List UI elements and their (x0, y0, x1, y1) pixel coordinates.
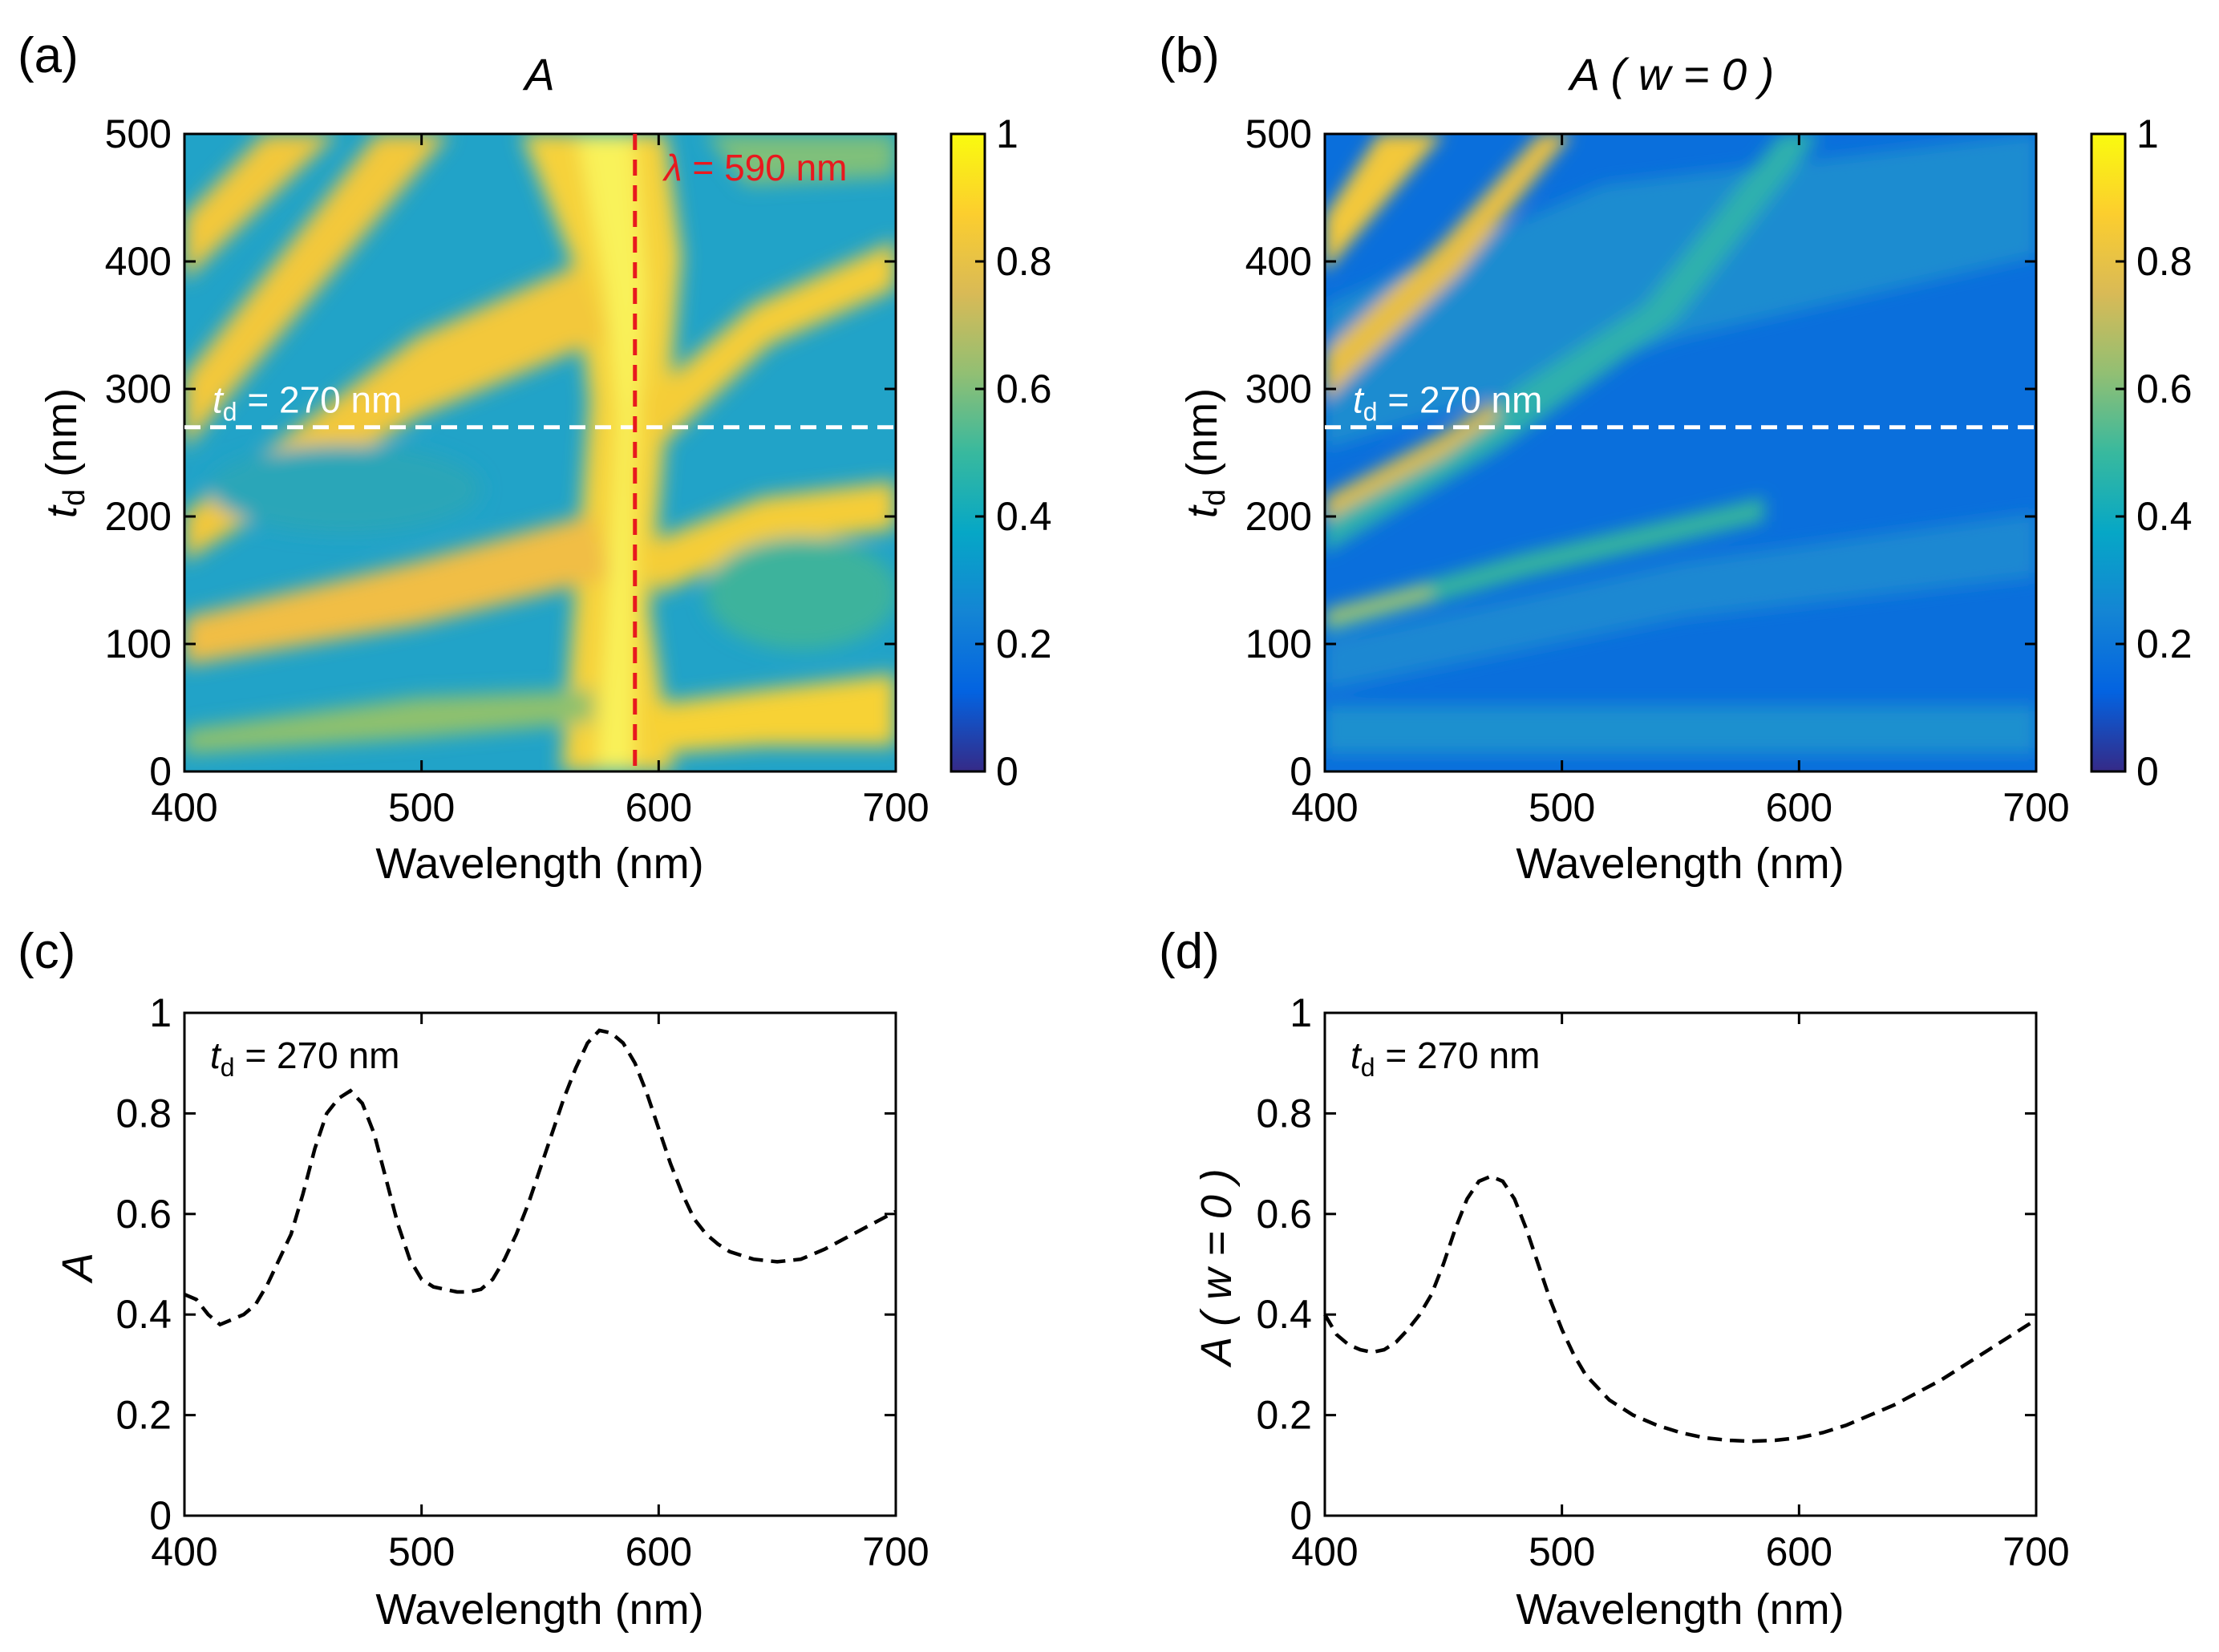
y-axis-b-label: td (nm) (1178, 388, 1232, 518)
x-axis-c-label: Wavelength (nm) (375, 1585, 703, 1634)
x-tick-label-a-700: 700 (862, 785, 929, 830)
y-axis-a-label-sub: d (58, 489, 91, 506)
panel-c-label: (c) (18, 924, 75, 979)
y-tick-label-c-0.8: 0.8 (115, 1091, 172, 1136)
heatmap-a-island-2 (209, 445, 481, 533)
colorbar-a-ticks: 0 0.2 0.4 0.6 0.8 1 (975, 111, 1052, 794)
x-tick-label-c-600: 600 (626, 1529, 692, 1574)
y-tick-label-c-1: 1 (149, 990, 172, 1035)
vline-a-label-rest: = 590 nm (682, 147, 848, 188)
colorbar-tick-label-b-0.8: 0.8 (2136, 239, 2193, 284)
plot-d-annotation-rest: = 270 nm (1375, 1035, 1541, 1076)
panel-c: (c) td = 270 nm 400 500 600 700 00.20.40.60… (18, 924, 929, 1634)
x-axis-a-label: Wavelength (nm) (375, 840, 703, 888)
vline-a-label: λ = 590 nm (662, 147, 848, 188)
colorbar-tick-label-b-0: 0 (2136, 749, 2159, 794)
colorbar-a: 0 0.2 0.4 0.6 0.8 1 (951, 111, 1052, 794)
colorbar-tick-label-a-0.6: 0.6 (996, 366, 1052, 411)
x-axis-d-label: Wavelength (nm) (1516, 1585, 1844, 1634)
x-tick-label-c-700: 700 (862, 1529, 929, 1574)
y-tick-label-d-0.6: 0.6 (1256, 1192, 1312, 1237)
panel-b-label: (b) (1159, 28, 1220, 83)
x-tick-label-d-500: 500 (1529, 1529, 1595, 1574)
plot-c-annotation-sub: d (221, 1053, 235, 1082)
heatmap-a-island-1 (706, 537, 898, 650)
y-axis-a-label: td (nm) (38, 388, 91, 518)
plot-c-annotation-rest: = 270 nm (235, 1035, 400, 1076)
hline-a-label-rest: = 270 nm (237, 379, 403, 421)
figure: (a) A (0, 0, 2219, 1652)
panel-b-title: A ( w = 0 ) (1568, 49, 1775, 99)
colorbar-b-ticks: 0 0.2 0.4 0.6 0.8 1 (2116, 111, 2193, 794)
x-tick-label-a-500: 500 (388, 785, 455, 830)
y-axis-d-label: A ( w = 0 ) (1193, 1168, 1241, 1368)
panel-a-label: (a) (18, 28, 79, 83)
y-tick-label-c-0.6: 0.6 (115, 1192, 172, 1237)
y-tick-label-d-1: 1 (1290, 990, 1312, 1035)
x-axis-b-label: Wavelength (nm) (1516, 840, 1844, 888)
y-tick-label-b-100: 100 (1245, 622, 1312, 666)
colorbar-tick-label-a-1: 1 (996, 111, 1018, 156)
y-tick-label-b-0: 0 (1290, 749, 1312, 794)
colorbar-tick-label-a-0.4: 0.4 (996, 494, 1052, 539)
x-tick-label-d-700: 700 (2002, 1529, 2069, 1574)
panel-b: (b) A ( w = 0 ) td = 270 nm 400 500 600 700… (1159, 28, 2193, 888)
hline-a-label-sub: d (223, 398, 237, 427)
colorbar-tick-label-b-1: 1 (2136, 111, 2159, 156)
heatmap-b-band-bottom (1325, 706, 2036, 754)
panel-a-title: A (522, 49, 554, 99)
y-tick-label-a-0: 0 (149, 749, 172, 794)
x-tick-label-a-600: 600 (626, 785, 692, 830)
hline-b-label-sub: d (1363, 398, 1378, 427)
y-tick-label-c-0: 0 (149, 1493, 172, 1538)
plot-d-annotation: td = 270 nm (1350, 1035, 1540, 1082)
colorbar-tick-label-a-0.2: 0.2 (996, 622, 1052, 666)
panel-d: (d) td = 270 nm 400 500 600 700 00.20.40.60… (1159, 924, 2070, 1634)
hline-a-label: td = 270 nm (213, 379, 402, 427)
x-tick-label-c-500: 500 (388, 1529, 455, 1574)
y-tick-label-d-0.8: 0.8 (1256, 1091, 1312, 1136)
y-tick-label-a-100: 100 (105, 622, 172, 666)
colorbar-tick-label-b-0.6: 0.6 (2136, 366, 2193, 411)
plot-c-frame (184, 1013, 896, 1516)
heatmap-a (184, 134, 898, 771)
heatmap-b (1325, 134, 2036, 771)
y-tick-label-a-300: 300 (105, 366, 172, 411)
plot-c-annotation: td = 270 nm (210, 1035, 399, 1082)
y-tick-label-d-0: 0 (1290, 1493, 1312, 1538)
x-tick-label-b-500: 500 (1529, 785, 1595, 830)
colorbar-tick-label-a-0: 0 (996, 749, 1018, 794)
y-axis-b-label-sub: d (1198, 489, 1232, 506)
colorbar-tick-label-a-0.8: 0.8 (996, 239, 1052, 284)
y-axis-b-label-unit: (nm) (1178, 388, 1226, 489)
x-tick-label-b-600: 600 (1766, 785, 1832, 830)
plot-d-annotation-sub: d (1361, 1053, 1375, 1082)
colorbar-b-bar (2091, 134, 2125, 771)
y-tick-label-a-400: 400 (105, 239, 172, 284)
y-tick-label-b-400: 400 (1245, 239, 1312, 284)
y-tick-label-d-0.4: 0.4 (1256, 1292, 1312, 1337)
panel-a: (a) A (18, 28, 1052, 888)
y-tick-label-c-0.2: 0.2 (115, 1393, 172, 1438)
colorbar-b: 0 0.2 0.4 0.6 0.8 1 (2091, 111, 2193, 794)
y-axis-c-label: A (54, 1253, 102, 1284)
y-tick-label-b-300: 300 (1245, 366, 1312, 411)
y-tick-label-a-200: 200 (105, 494, 172, 539)
vline-a-label-main: λ (662, 147, 682, 188)
hline-b-label-rest: = 270 nm (1378, 379, 1543, 421)
y-tick-label-a-500: 500 (105, 111, 172, 156)
colorbar-tick-label-b-0.2: 0.2 (2136, 622, 2193, 666)
y-tick-label-c-0.4: 0.4 (115, 1292, 172, 1337)
plot-d-frame (1325, 1013, 2036, 1516)
y-tick-label-b-200: 200 (1245, 494, 1312, 539)
y-axis-a-label-unit: (nm) (38, 388, 86, 489)
colorbar-a-bar (951, 134, 985, 771)
y-tick-label-d-0.2: 0.2 (1256, 1393, 1312, 1438)
x-tick-label-b-700: 700 (2002, 785, 2069, 830)
panel-d-label: (d) (1159, 924, 1220, 979)
hline-b-label: td = 270 nm (1353, 379, 1542, 427)
colorbar-tick-label-b-0.4: 0.4 (2136, 494, 2193, 539)
x-tick-label-d-600: 600 (1766, 1529, 1832, 1574)
y-tick-label-b-500: 500 (1245, 111, 1312, 156)
